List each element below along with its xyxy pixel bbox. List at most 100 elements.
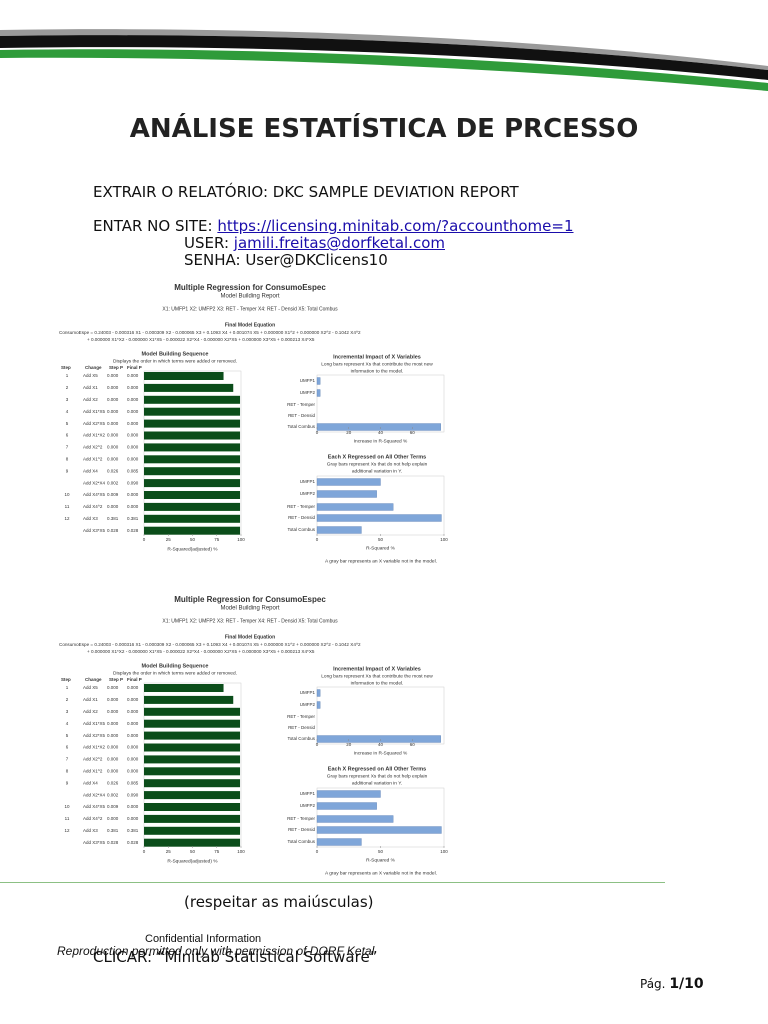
- bar: [316, 377, 321, 385]
- final-p: 0.085: [127, 468, 139, 473]
- bar: [316, 478, 381, 486]
- table-header: Final P: [127, 677, 142, 682]
- section-title: Model Building Sequence: [142, 351, 209, 357]
- section-subtitle: Gray bars represent Xs that do not help …: [327, 461, 428, 467]
- section-subtitle: Displays the order in which terms were a…: [113, 358, 237, 364]
- table-header: Step P: [109, 677, 123, 682]
- bar: [316, 689, 321, 697]
- category-label: RET - Densid: [288, 515, 315, 520]
- step: 11: [65, 504, 70, 509]
- x-tick-label: 40: [378, 430, 384, 435]
- step: 4: [66, 721, 69, 726]
- change: Add X1: [83, 697, 98, 702]
- x-tick-label: 50: [190, 849, 196, 854]
- x-tick-label: 25: [166, 537, 172, 542]
- final-p: 0.000: [127, 745, 139, 750]
- x-axis-label: Increase in R-Squared %: [354, 438, 408, 444]
- site-link[interactable]: https://licensing.minitab.com/?accountho…: [217, 217, 574, 235]
- step: 2: [66, 697, 69, 702]
- step-p: 0.000: [107, 685, 119, 690]
- bar: [144, 502, 241, 511]
- note: (respeitar as maiúsculas): [184, 893, 374, 911]
- change: Add X2^2: [83, 445, 103, 450]
- final-p: 0.000: [127, 768, 139, 773]
- change: Add X1*X2: [83, 433, 106, 438]
- final-p: 0.085: [127, 780, 139, 785]
- bar: [144, 743, 241, 752]
- final-p: 0.000: [127, 445, 139, 450]
- step-p: 0.000: [107, 709, 119, 714]
- bar: [144, 467, 241, 476]
- step-p: 0.000: [107, 504, 119, 509]
- change: Add X2*X5: [83, 421, 106, 426]
- header-swoosh: [0, 29, 768, 91]
- step-p: 0.002: [107, 480, 119, 485]
- final-p: 0.028: [127, 528, 139, 533]
- step-p: 0.026: [107, 468, 119, 473]
- category-label: RET - Densid: [288, 827, 315, 832]
- report-subtitle: Model Building Report: [220, 606, 279, 612]
- bar: [316, 838, 362, 846]
- step: 9: [66, 468, 69, 473]
- step: 6: [66, 745, 69, 750]
- bar: [144, 372, 224, 380]
- change: Add X4: [83, 780, 98, 785]
- step-p: 0.002: [107, 792, 119, 797]
- section-subtitle: additional variation in Y.: [352, 780, 402, 786]
- final-p: 0.090: [127, 480, 139, 485]
- plot-frame: [316, 686, 445, 745]
- bar: [144, 684, 224, 692]
- x-axis-label: R-Squared %: [366, 545, 396, 551]
- final-p: 0.090: [127, 792, 139, 797]
- step: 10: [64, 804, 70, 809]
- user-line: USER: jamili.freitas@dorfketal.com: [184, 234, 445, 252]
- equation-title: Final Model Equation: [225, 634, 275, 640]
- final-p: 0.000: [127, 685, 139, 690]
- bar: [316, 790, 381, 798]
- change: Add X3: [83, 828, 98, 833]
- x-axis-label: R-Squared(adjusted) %: [167, 858, 218, 864]
- step-p: 0.000: [107, 697, 119, 702]
- step: 5: [66, 421, 69, 426]
- x-tick-label: 0: [143, 537, 146, 542]
- report-title: Multiple Regression for ConsumoEspec: [174, 283, 326, 292]
- final-p: 0.000: [127, 733, 139, 738]
- page-count: 1/10: [669, 976, 704, 992]
- bar: [144, 491, 241, 499]
- change: Add X2*X4: [83, 480, 106, 485]
- instruction: EXTRAIR O RELATÓRIO: DKC SAMPLE DEVIATIO…: [93, 183, 519, 201]
- bar: [316, 490, 377, 498]
- bar: [316, 802, 377, 810]
- change: Add X2^2: [83, 757, 103, 762]
- final-p: 0.381: [127, 828, 139, 833]
- section-title: Incremental Impact of X Variables: [333, 354, 421, 360]
- step-p: 0.000: [107, 721, 119, 726]
- step-p: 0.381: [107, 828, 119, 833]
- bar: [144, 383, 234, 392]
- title: ANÁLISE ESTATÍSTICA DE PRCESSO: [129, 114, 639, 144]
- x-tick-label: 100: [440, 537, 448, 542]
- plot-frame: [316, 374, 445, 433]
- divider: [0, 882, 665, 883]
- final-p: 0.381: [127, 516, 139, 521]
- category-label: RET - Densid: [288, 413, 315, 418]
- table-header: Step P: [109, 365, 123, 370]
- x-tick-label: 0: [143, 849, 146, 854]
- change: Add X2*X4: [83, 792, 106, 797]
- step: 4: [66, 409, 69, 414]
- final-p: 0.000: [127, 433, 139, 438]
- step-p: 0.000: [107, 433, 119, 438]
- report-image: Multiple Regression for ConsumoEspec Mode…: [47, 590, 452, 877]
- bar: [144, 526, 241, 535]
- step: 12: [64, 828, 70, 833]
- step-p: 0.000: [107, 456, 119, 461]
- step-p: 0.000: [107, 397, 119, 402]
- category-label: Total Combus: [287, 736, 315, 741]
- x-tick-label: 60: [410, 430, 416, 435]
- bar: [144, 779, 241, 788]
- category-label: UMFP2: [300, 491, 316, 496]
- table-header: Change: [85, 365, 102, 370]
- user-email[interactable]: jamili.freitas@dorfketal.com: [233, 234, 445, 252]
- final-p: 0.000: [127, 757, 139, 762]
